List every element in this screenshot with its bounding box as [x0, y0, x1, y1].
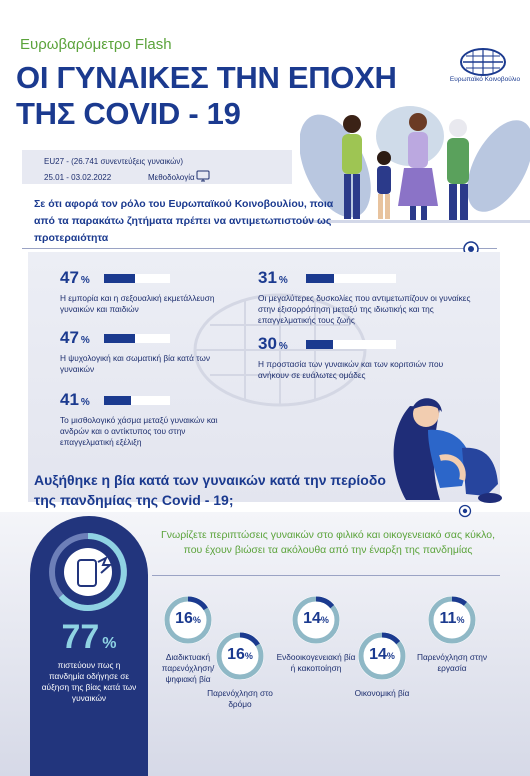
- priority-label: Η ψυχολογική και σωματική βία κατά των γ…: [60, 353, 210, 374]
- title-line-1: ΟΙ ΓΥΝΑΙΚΕΣ ΤΗΝ ΕΠΟΧΗ: [16, 60, 397, 95]
- case-ring: [358, 632, 406, 680]
- logo-text: Ευρωπαϊκό Κοινοβούλιο: [449, 76, 521, 83]
- case-item: 16% Παρενόχληση στο δρόμο: [200, 630, 280, 710]
- case-ring: [216, 632, 264, 680]
- priority-percent: 41%: [60, 390, 90, 409]
- case-label: Ενδοοικογενειακή βία ή κακοποίηση: [276, 652, 356, 673]
- violence-question: Αυξήθηκε η βία κατά των γυναικών κατά τη…: [34, 472, 386, 508]
- case-ring-background: [358, 632, 406, 680]
- case-item: 16% Διαδικτυακή παρενόχληση/ ψηφιακή βία: [148, 594, 228, 685]
- priority-percent: 30%: [258, 334, 288, 353]
- cases-question: Γνωρίζετε περιπτώσεις γυναικών στο φιλικ…: [160, 529, 496, 556]
- case-ring-arc: [216, 632, 264, 680]
- sitting-woman-illustration-icon: [393, 398, 502, 503]
- case-label: Παρενόχληση στην εργασία: [416, 652, 488, 673]
- case-percent: 14%: [303, 610, 329, 627]
- title-line-2: ΤΗΣ COVID - 19: [16, 96, 241, 131]
- case-ring-background: [164, 596, 212, 644]
- european-parliament-logo-icon: [460, 48, 506, 76]
- case-ring-arc: [428, 596, 476, 644]
- survey-kicker: Ευρωβαρόμετρο Flash: [20, 36, 172, 53]
- priority-bar-fill: [306, 273, 334, 283]
- case-ring-background: [292, 596, 340, 644]
- case-label: Παρενόχληση στο δρόμο: [207, 688, 273, 709]
- priority-bar: [104, 273, 170, 283]
- priority-label: Οι μεγαλύτερες δυσκολίες που αντιμετωπίζ…: [258, 293, 471, 325]
- case-label: Οικονομική βία: [354, 688, 410, 698]
- priority-bar-fill: [104, 273, 136, 283]
- methodology-link[interactable]: Μεθοδολογία: [148, 173, 195, 182]
- priority-bar-fill: [104, 333, 136, 343]
- case-ring-background: [216, 632, 264, 680]
- priority-item: 47% Η ψυχολογική και σωματική βία κατά τ…: [60, 328, 240, 375]
- priority-item: 47% Η εμπορία και η σεξουαλική εκμετάλλε…: [60, 268, 240, 315]
- priority-item: 41% Το μισθολογικό χάσμα μεταξύ γυναικών…: [60, 390, 240, 448]
- case-ring: [164, 596, 212, 644]
- priorities-question: Σε ότι αφορά τον ρόλο του Ευρωπαϊκού Κοι…: [34, 198, 334, 244]
- priority-bar: [306, 273, 396, 283]
- priority-label: Το μισθολογικό χάσμα μεταξύ γυναικών και…: [60, 415, 218, 447]
- survey-meta-box: [22, 150, 292, 184]
- priority-bar: [104, 395, 170, 405]
- case-item: 11% Παρενόχληση στην εργασία: [412, 594, 492, 674]
- page-title: ΟΙ ΓΥΝΑΙΚΕΣ ΤΗΝ ΕΠΟΧΗ ΤΗΣ COVID - 19: [16, 60, 397, 132]
- priority-item: 31% Οι μεγαλύτερες δυσκολίες που αντιμετ…: [258, 268, 488, 326]
- case-percent: 14%: [369, 646, 395, 663]
- divider-line: [22, 248, 497, 249]
- survey-sample: EU27 - (26.741 συνεντεύξεις γυναικών): [44, 157, 184, 166]
- marker-dot-icon: [458, 504, 472, 518]
- priority-bar-fill: [306, 339, 333, 349]
- priority-label: Η προστασία των γυναικών και των κοριτσι…: [258, 359, 444, 380]
- priority-label: Η εμπορία και η σεξουαλική εκμετάλλευση …: [60, 293, 215, 314]
- case-percent: 16%: [227, 646, 253, 663]
- divider-line: [152, 575, 500, 576]
- case-ring-background: [428, 596, 476, 644]
- priority-percent: 31%: [258, 268, 288, 287]
- case-ring-arc: [358, 632, 406, 680]
- case-item: 14% Οικονομική βία: [342, 630, 422, 699]
- priority-bar: [104, 333, 170, 343]
- priority-item: 30% Η προστασία των γυναικών και των κορ…: [258, 334, 468, 381]
- phone-violence-icon: [49, 533, 127, 611]
- case-ring: [292, 596, 340, 644]
- women-group-illustration-icon: [300, 106, 530, 223]
- priority-bar-fill: [104, 395, 132, 405]
- case-percent: 16%: [175, 610, 201, 627]
- case-ring-arc: [164, 596, 212, 644]
- monitor-icon[interactable]: [196, 170, 210, 182]
- case-item: 14% Ενδοοικογενειακή βία ή κακοποίηση: [276, 594, 356, 674]
- case-label: Διαδικτυακή παρενόχληση/ ψηφιακή βία: [161, 652, 215, 684]
- violence-increase-label: πιστεύουν πως η πανδημία οδήγησε σε αύξη…: [41, 660, 137, 703]
- priority-percent: 47%: [60, 268, 90, 287]
- priority-percent: 47%: [60, 328, 90, 347]
- priority-bar: [306, 339, 396, 349]
- case-ring: [428, 596, 476, 644]
- case-ring-arc: [292, 596, 340, 644]
- violence-increase-percent: 77%: [61, 618, 117, 656]
- survey-dates: 25.01 - 03.02.2022: [44, 173, 112, 182]
- case-percent: 11%: [439, 610, 465, 627]
- parliament-watermark-icon: [193, 293, 367, 407]
